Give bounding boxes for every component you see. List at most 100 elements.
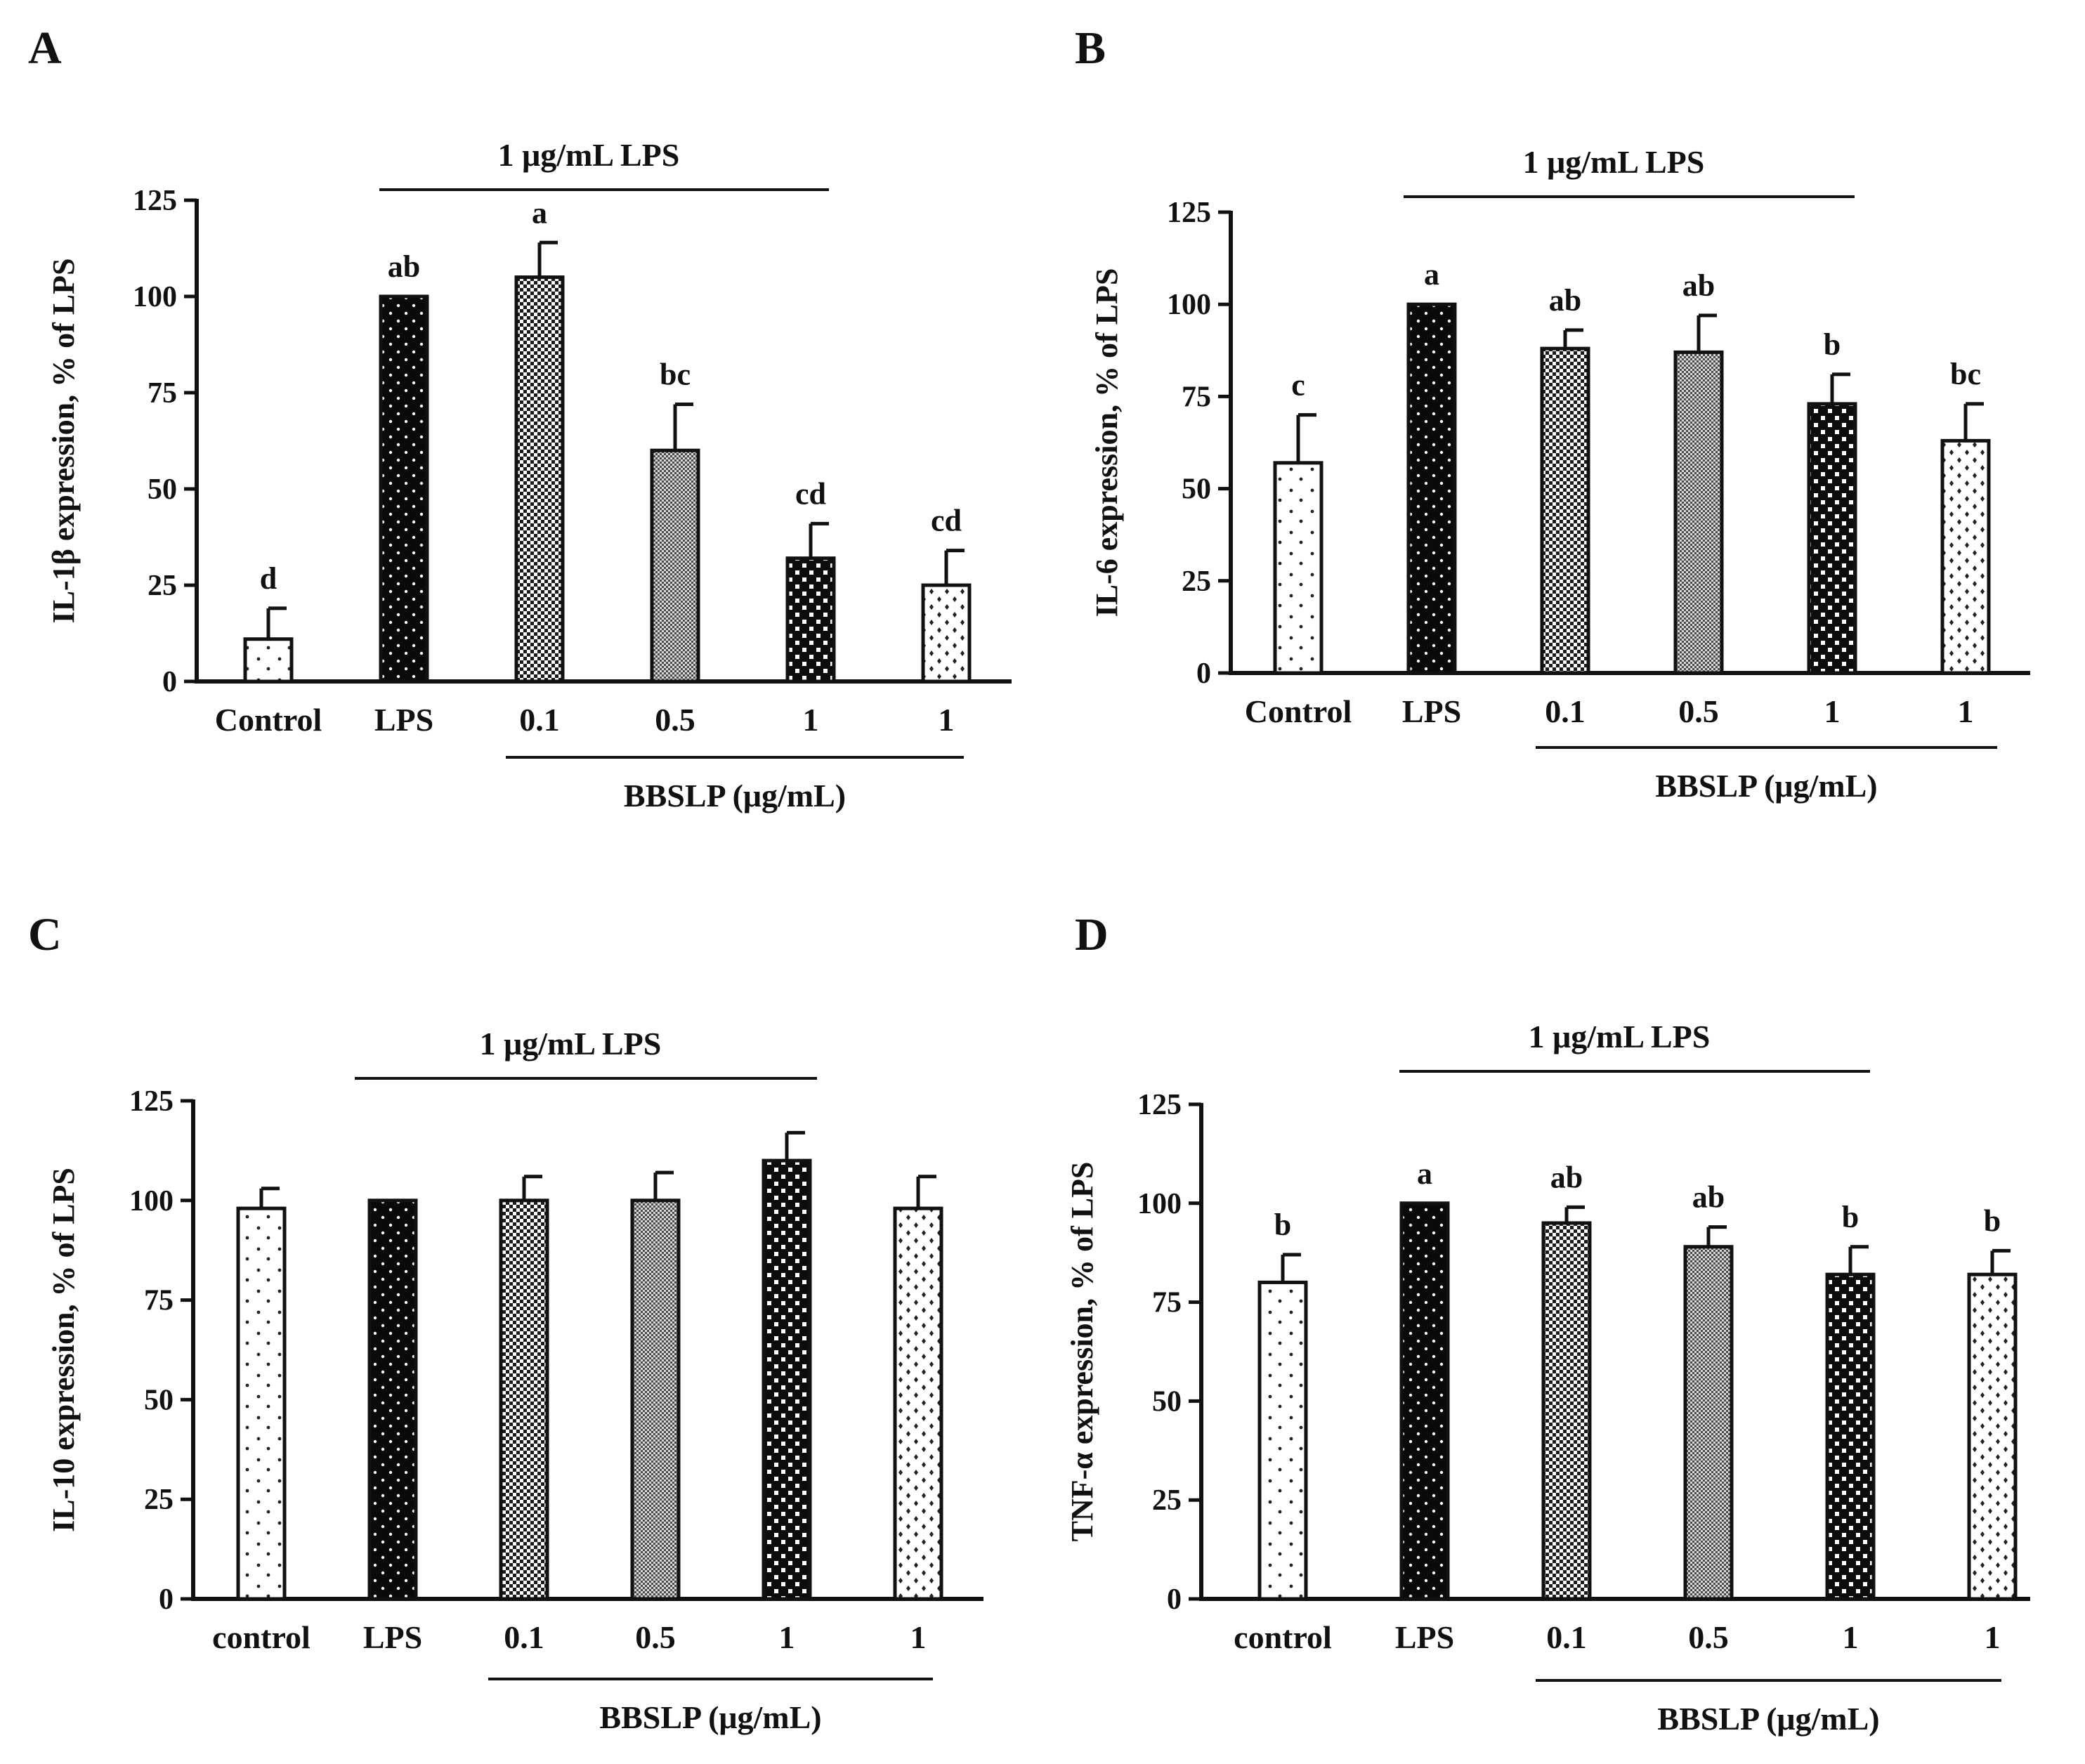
chart-panel-c: 0 25 50 75 100 125 IL-10 expression, % of LPS c… (46, 1026, 983, 1735)
bar (893, 1206, 943, 1601)
x-tick-label: 1 (910, 1619, 927, 1655)
x-tick-label: control (1234, 1619, 1332, 1655)
y-tick-label: 0 (1167, 1583, 1182, 1616)
bar (1683, 1245, 1734, 1601)
bar (650, 448, 700, 684)
chart-panel-b: 0 25 50 75 100 125 IL-6 expression, % of LPS c C… (1090, 144, 2030, 804)
top-bracket-label: 1 μg/mL LPS (480, 1026, 662, 1061)
bar (1541, 1221, 1592, 1601)
chart-panel-d: 0 25 50 75 100 125 TNF-α expression, % of LPS b… (1065, 1019, 2030, 1737)
y-axis-label: IL-10 expression, % of LPS (46, 1168, 81, 1532)
x-tick-label: 1 (1843, 1619, 1859, 1655)
x-tick-label: control (212, 1619, 311, 1655)
top-bracket-label: 1 μg/mL LPS (1529, 1019, 1711, 1054)
significance-label: bc (660, 357, 691, 391)
significance-label: b (1824, 327, 1841, 362)
x-tick-label: 1 (939, 702, 955, 738)
x-tick-label: Control (1245, 693, 1352, 729)
y-tick-label: 75 (148, 377, 177, 410)
y-tick-label: 100 (1167, 289, 1211, 321)
x-tick-label: 0.5 (1688, 1619, 1729, 1655)
bar (1967, 1272, 2018, 1601)
significance-label: ab (1692, 1180, 1725, 1215)
y-tick-label: 125 (1167, 197, 1211, 229)
bottom-bracket-label: BBSLP (μg/mL) (599, 1699, 821, 1735)
bar (1406, 302, 1457, 675)
significance-label: a (1417, 1156, 1432, 1191)
x-tick-label: LPS (363, 1619, 422, 1655)
bar (762, 1158, 812, 1601)
bar (236, 1206, 287, 1601)
bar (1673, 350, 1724, 675)
bar (499, 1198, 549, 1601)
bar (921, 583, 972, 684)
bar (514, 275, 565, 684)
x-tick-label: 0.1 (519, 702, 560, 738)
significance-label: cd (931, 504, 962, 538)
x-tick-label: Control (215, 702, 322, 738)
y-tick-label: 50 (148, 473, 177, 506)
y-axis-label: IL-6 expression, % of LPS (1090, 268, 1124, 618)
bar (785, 556, 836, 684)
x-tick-label: 0.1 (504, 1619, 544, 1655)
x-tick-label: 1 (779, 1619, 795, 1655)
bar (1540, 346, 1590, 675)
y-tick-label: 0 (162, 666, 177, 698)
bar (1257, 1280, 1308, 1601)
significance-label: cd (795, 476, 826, 511)
x-tick-label: 0.1 (1545, 693, 1586, 729)
bar (243, 637, 294, 684)
chart-panel-a: 0 25 50 75 100 125 IL-1β expression, % of LPS d… (46, 137, 1012, 814)
y-tick-label: 50 (144, 1384, 174, 1416)
y-tick-label: 75 (1182, 381, 1211, 413)
y-tick-label: 125 (129, 1085, 174, 1118)
significance-label: ab (388, 249, 420, 284)
y-tick-label: 125 (133, 185, 177, 217)
bottom-bracket-label: BBSLP (μg/mL) (1655, 768, 1877, 804)
significance-label: d (260, 561, 277, 596)
significance-label: ab (1549, 283, 1581, 318)
bottom-bracket-label: BBSLP (μg/mL) (1657, 1701, 1879, 1737)
bar (1940, 438, 1991, 675)
panel-letter-a: A (28, 22, 62, 74)
bar (1399, 1201, 1450, 1601)
x-tick-label: 1 (1824, 693, 1841, 729)
significance-label: bc (1950, 357, 1981, 391)
y-tick-label: 25 (144, 1484, 174, 1516)
significance-label: c (1291, 368, 1305, 403)
x-tick-label: LPS (1395, 1619, 1454, 1655)
significance-label: ab (1550, 1160, 1583, 1194)
x-tick-label: 1 (1985, 1619, 2001, 1655)
panel-letter-b: B (1075, 22, 1106, 74)
y-tick-label: 0 (159, 1583, 174, 1616)
y-tick-label: 100 (133, 281, 177, 313)
x-tick-label: LPS (374, 702, 433, 738)
x-tick-label: 0.5 (635, 1619, 676, 1655)
significance-label: a (532, 195, 547, 230)
y-tick-label: 25 (1182, 566, 1211, 598)
significance-label: ab (1682, 268, 1715, 303)
y-tick-label: 125 (1137, 1089, 1182, 1121)
y-tick-label: 75 (1152, 1287, 1182, 1319)
x-tick-label: 0.5 (1678, 693, 1719, 729)
x-tick-label: 1 (803, 702, 819, 738)
bar (1273, 461, 1323, 675)
y-tick-label: 75 (144, 1285, 174, 1317)
bar (1807, 402, 1857, 675)
y-axis-label: TNF-α expression, % of LPS (1065, 1162, 1099, 1542)
x-tick-label: 0.1 (1546, 1619, 1587, 1655)
y-tick-label: 100 (1137, 1188, 1182, 1220)
bar (630, 1198, 681, 1601)
significance-label: b (1842, 1200, 1859, 1234)
top-bracket-label: 1 μg/mL LPS (498, 137, 680, 173)
bar (367, 1198, 418, 1601)
x-tick-label: 0.5 (655, 702, 695, 738)
y-tick-label: 25 (148, 570, 177, 602)
bar (1825, 1272, 1876, 1601)
y-axis-label: IL-1β expression, % of LPS (46, 259, 81, 624)
significance-label: a (1424, 257, 1439, 292)
bottom-bracket-label: BBSLP (μg/mL) (624, 778, 846, 814)
y-tick-label: 25 (1152, 1484, 1182, 1517)
